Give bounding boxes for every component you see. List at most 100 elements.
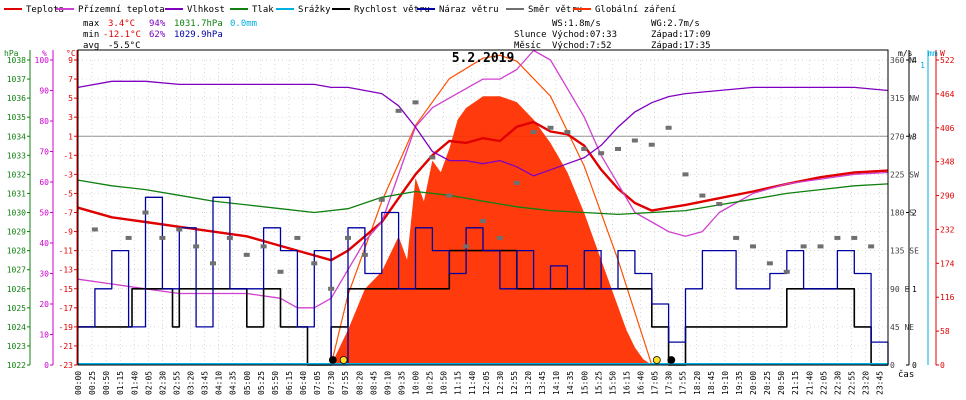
x-tick-label: 18:45 (707, 371, 716, 395)
stats-max-press: 1031.7hPa (174, 19, 223, 29)
tick-labels: 00:00 00:25 00:50 01:15 01:40 02:05 02:30 02:55… (4, 49, 955, 395)
x-tick-label: 22:55 (847, 371, 856, 395)
wind-direction-point (800, 244, 807, 249)
info-ws: WS:1.8m/s (552, 19, 601, 29)
series-line (77, 80, 889, 177)
wind-direction-point (243, 252, 250, 257)
wind-direction-point (260, 244, 267, 249)
tick-label-pct: 40 (39, 239, 49, 248)
x-tick-label: 16:15 (622, 371, 631, 395)
info-wg: WG:2.7m/s (651, 19, 700, 29)
x-tick-label: 14:10 (552, 371, 561, 395)
tick-label-hpa: 1033 (7, 151, 26, 160)
x-tick-label: 09:10 (383, 371, 392, 395)
tick-label-temp: -21 (59, 342, 74, 351)
stats-min-temp: -12.1°C (103, 30, 141, 40)
wind-direction-point (277, 269, 284, 274)
wind-direction-point (648, 142, 655, 147)
axes (27, 49, 939, 366)
legend-label: Teplota (26, 5, 64, 15)
header: 5.2.2019 max 3.4°C 94% 1031.7hPa 0.0mm m… (83, 19, 711, 66)
wind-direction-point (581, 146, 588, 151)
wind-direction-point (564, 130, 571, 135)
wind-direction-point (294, 235, 301, 240)
x-tick-label: 17:55 (679, 371, 688, 395)
x-tick-label: 16:40 (637, 371, 646, 395)
tick-label-pct: 10 (39, 331, 49, 340)
x-tick-label: 17:05 (651, 371, 660, 395)
tick-label-hpa: 1030 (7, 209, 26, 218)
wind-direction-point (463, 244, 470, 249)
tick-label-temp: -9 (63, 228, 73, 237)
x-tick-label: 07:55 (341, 371, 350, 395)
axis-label-rad: W (940, 49, 945, 58)
x-tick-label: 20:50 (777, 371, 786, 395)
legend-label: Rychlost větru (354, 5, 430, 15)
stats-min-label: min (83, 30, 99, 40)
tick-label-dir: 45 NE (890, 323, 914, 332)
legend-label: Přízemní teplota (78, 5, 165, 15)
x-tick-label: 02:30 (158, 371, 167, 395)
x-axis-label: čas (898, 369, 914, 380)
wind-direction-point (530, 130, 537, 135)
tick-label-hpa: 1028 (7, 247, 26, 256)
x-tick-label: 19:10 (721, 371, 730, 395)
info-sun-set: Západ:17:09 (651, 30, 711, 40)
tick-label-ms: 4 (912, 56, 917, 65)
sun-moon-marker (652, 356, 661, 364)
x-tick-label: 02:05 (144, 371, 153, 395)
legend-label: Náraz větru (439, 5, 499, 15)
x-tick-label: 07:05 (313, 371, 322, 395)
wind-direction-point (429, 155, 436, 160)
x-tick-label: 00:25 (88, 371, 97, 395)
stats-max-temp: 3.4°C (108, 19, 135, 29)
x-tick-label: 05:25 (257, 371, 266, 395)
tick-label-rad: 290 (940, 192, 955, 201)
tick-label-dir: 180 S (890, 209, 914, 218)
wind-direction-point (226, 235, 233, 240)
wind-direction-point (345, 235, 351, 240)
x-tick-label: 12:30 (496, 371, 505, 395)
sun-moon-marker (667, 356, 676, 364)
tick-label-rad: 464 (940, 90, 955, 99)
wind-direction-point (851, 235, 858, 240)
x-tick-label: 19:35 (735, 371, 744, 395)
x-tick-label: 03:20 (187, 371, 196, 395)
x-tick-label: 10:50 (440, 371, 449, 395)
wind-direction-point (631, 138, 638, 143)
stats-min-hum: 62% (149, 30, 166, 40)
tick-label-temp: -15 (59, 285, 74, 294)
tick-label-dir: 270 W (890, 132, 914, 141)
x-tick-label: 09:35 (397, 371, 406, 395)
wind-direction-point (834, 235, 841, 240)
tick-label-hpa: 1026 (7, 285, 26, 294)
tick-label-ms: 3 (912, 132, 917, 141)
tick-label-hpa: 1032 (7, 170, 26, 179)
series-line (77, 49, 889, 309)
stats-max-hum: 94% (149, 19, 166, 29)
tick-label-dir: 135 SE (890, 247, 919, 256)
x-tick-label: 04:10 (215, 371, 224, 395)
radiation-area (330, 54, 653, 366)
info-sun-rise: Východ:07:33 (552, 30, 617, 40)
series-line (77, 120, 889, 262)
x-tick-label: 22:05 (819, 371, 828, 395)
wind-direction-point (547, 125, 554, 130)
tick-label-hpa: 1023 (7, 342, 26, 351)
tick-label-hpa: 1036 (7, 94, 26, 103)
x-tick-label: 11:15 (454, 371, 463, 395)
tick-label-temp: 5 (68, 94, 73, 103)
wind-direction-point (615, 146, 621, 151)
stats-max-label: max (83, 19, 100, 29)
wind-direction-point (665, 125, 672, 130)
wind-direction-point (176, 227, 183, 232)
x-tick-label: 01:15 (116, 371, 125, 395)
tick-label-pct: 100 (35, 56, 50, 65)
tick-label-pct: 50 (39, 209, 49, 218)
series-radiation-area (331, 96, 652, 365)
x-tick-label: 02:55 (172, 371, 181, 395)
legend: Teplota Přízemní teplota Vlhkost Tlak Srážky… (4, 5, 676, 15)
tick-label-temp: 9 (68, 56, 73, 65)
tick-label-pct: 30 (39, 270, 49, 279)
wind-direction-point (750, 244, 756, 249)
